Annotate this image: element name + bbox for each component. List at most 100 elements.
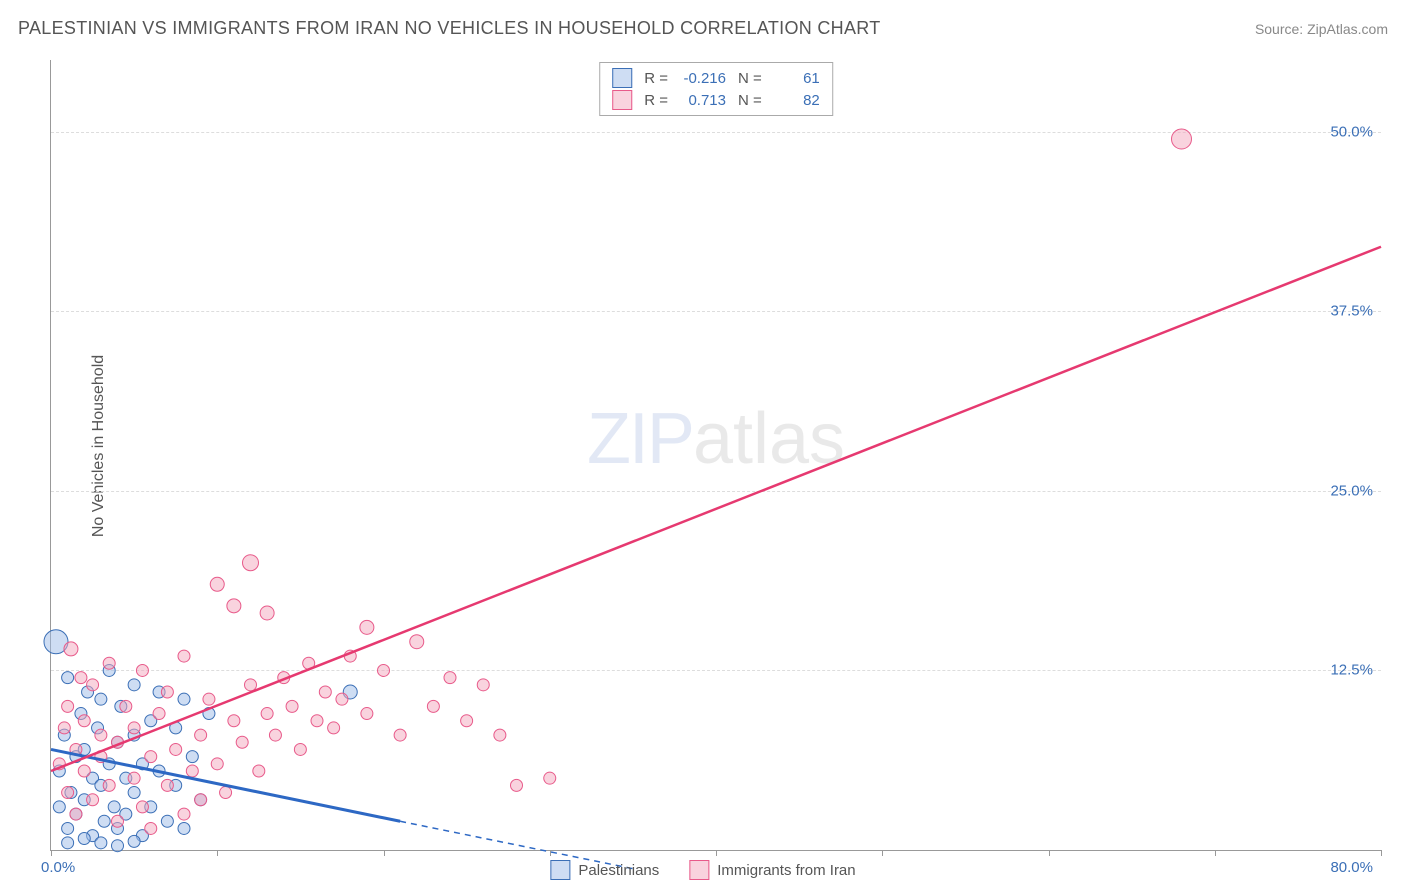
legend-swatch-bottom-2 [689, 860, 709, 880]
scatter-point [461, 715, 473, 727]
scatter-point [311, 715, 323, 727]
scatter-point [153, 708, 165, 720]
scatter-point [128, 772, 140, 784]
scatter-point [494, 729, 506, 741]
scatter-point [227, 599, 241, 613]
legend-swatch-1 [612, 68, 632, 88]
scatter-point [87, 679, 99, 691]
scatter-point [78, 765, 90, 777]
x-tick [716, 850, 717, 856]
scatter-point [394, 729, 406, 741]
scatter-point [178, 808, 190, 820]
plot-svg [51, 60, 1381, 850]
scatter-point [361, 708, 373, 720]
scatter-point [294, 743, 306, 755]
scatter-point [103, 657, 115, 669]
n-value-1: 61 [770, 70, 820, 87]
scatter-point [211, 758, 223, 770]
series-legend: Palestinians Immigrants from Iran [550, 860, 855, 880]
legend-row-1: R = -0.216 N = 61 [612, 67, 820, 89]
scatter-point [178, 650, 190, 662]
source-attribution: Source: ZipAtlas.com [1255, 21, 1388, 37]
n-label-2: N = [738, 92, 762, 109]
scatter-point [145, 822, 157, 834]
plot-area: ZIPatlas R = -0.216 N = 61 R = 0.713 N =… [50, 60, 1381, 851]
r-label-1: R = [644, 70, 668, 87]
scatter-point [87, 794, 99, 806]
legend-label-2: Immigrants from Iran [717, 862, 855, 879]
scatter-point [145, 751, 157, 763]
r-value-1: -0.216 [676, 70, 726, 87]
trend-line [51, 247, 1381, 771]
scatter-point [195, 794, 207, 806]
scatter-point [108, 801, 120, 813]
legend-item-2: Immigrants from Iran [689, 860, 855, 880]
scatter-point [269, 729, 281, 741]
x-tick [1215, 850, 1216, 856]
scatter-point [186, 751, 198, 763]
scatter-point [170, 743, 182, 755]
scatter-point [186, 765, 198, 777]
x-tick [1049, 850, 1050, 856]
scatter-point [243, 555, 259, 571]
legend-swatch-bottom-1 [550, 860, 570, 880]
scatter-point [360, 620, 374, 634]
scatter-point [228, 715, 240, 727]
scatter-point [98, 815, 110, 827]
scatter-point [260, 606, 274, 620]
scatter-point [103, 779, 115, 791]
scatter-point [62, 837, 74, 849]
x-tick [384, 850, 385, 856]
n-value-2: 82 [770, 92, 820, 109]
scatter-point [161, 815, 173, 827]
scatter-point [95, 729, 107, 741]
legend-swatch-2 [612, 90, 632, 110]
scatter-point [319, 686, 331, 698]
correlation-legend: R = -0.216 N = 61 R = 0.713 N = 82 [599, 62, 833, 116]
scatter-point [62, 822, 74, 834]
scatter-point [236, 736, 248, 748]
scatter-point [128, 679, 140, 691]
scatter-point [128, 722, 140, 734]
scatter-point [328, 722, 340, 734]
x-tick [550, 850, 551, 856]
scatter-point [128, 787, 140, 799]
scatter-point [286, 700, 298, 712]
scatter-point [511, 779, 523, 791]
scatter-point [336, 693, 348, 705]
scatter-point [112, 815, 124, 827]
r-value-2: 0.713 [676, 92, 726, 109]
scatter-point [78, 715, 90, 727]
scatter-point [178, 693, 190, 705]
scatter-point [53, 801, 65, 813]
scatter-point [95, 837, 107, 849]
x-max-label: 80.0% [1330, 859, 1373, 876]
scatter-point [136, 801, 148, 813]
scatter-point [220, 787, 232, 799]
scatter-point [477, 679, 489, 691]
scatter-point [136, 664, 148, 676]
scatter-point [261, 708, 273, 720]
x-tick [1381, 850, 1382, 856]
scatter-point [178, 822, 190, 834]
scatter-point [253, 765, 265, 777]
n-label-1: N = [738, 70, 762, 87]
scatter-point [210, 577, 224, 591]
scatter-point [1172, 129, 1192, 149]
scatter-point [62, 787, 74, 799]
scatter-point [62, 672, 74, 684]
scatter-point [120, 700, 132, 712]
scatter-point [378, 664, 390, 676]
scatter-point [444, 672, 456, 684]
x-min-label: 0.0% [41, 859, 75, 876]
scatter-point [70, 808, 82, 820]
scatter-point [64, 642, 78, 656]
scatter-point [62, 700, 74, 712]
scatter-point [195, 729, 207, 741]
scatter-point [75, 672, 87, 684]
scatter-point [427, 700, 439, 712]
x-tick [51, 850, 52, 856]
scatter-point [58, 722, 70, 734]
legend-label-1: Palestinians [578, 862, 659, 879]
r-label-2: R = [644, 92, 668, 109]
